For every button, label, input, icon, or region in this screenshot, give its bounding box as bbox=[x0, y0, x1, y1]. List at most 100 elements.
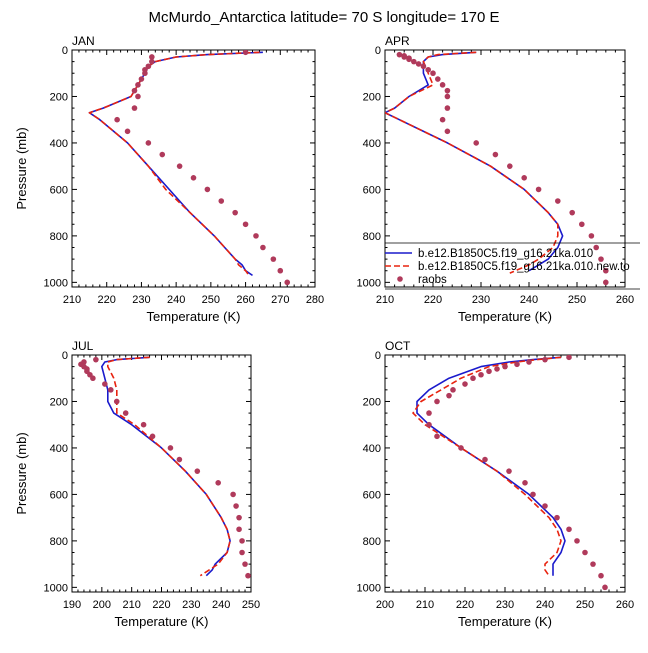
raobs-point bbox=[555, 198, 561, 204]
raobs-point bbox=[90, 375, 96, 382]
raobs-point bbox=[176, 163, 183, 169]
model-line-control bbox=[101, 356, 231, 577]
model-line-control bbox=[385, 51, 564, 272]
plot-frame bbox=[71, 49, 316, 288]
y-tick-label: 200 bbox=[50, 396, 68, 408]
raobs-point bbox=[142, 70, 148, 77]
raobs-point bbox=[494, 366, 500, 372]
raobs-point bbox=[486, 368, 492, 375]
raobs-point bbox=[470, 375, 476, 382]
x-tick-label: 240 bbox=[212, 599, 230, 611]
x-tick-label: 210 bbox=[122, 599, 140, 611]
panel-oct: OCT 200 210 220 230 240 250 260 0 200 400 600 800 100… bbox=[357, 339, 635, 629]
panel-label: APR bbox=[385, 34, 410, 48]
raobs-point bbox=[542, 356, 548, 363]
raobs-point bbox=[554, 514, 560, 521]
raobs-point bbox=[473, 140, 480, 146]
panel-jan: JAN 210 220 230 240 250 260 270 280 0 200 400 600 800… bbox=[14, 34, 324, 324]
raobs-point bbox=[434, 398, 440, 405]
raobs-point bbox=[458, 445, 464, 451]
x-tick-label: 210 bbox=[376, 294, 394, 306]
y-tick-label: 400 bbox=[363, 443, 381, 455]
x-tick-label: 220 bbox=[152, 599, 170, 611]
raobs-point bbox=[406, 56, 412, 63]
x-tick-label: 230 bbox=[472, 294, 490, 306]
raobs-point bbox=[598, 256, 604, 262]
raobs-point bbox=[450, 387, 456, 393]
raobs-point bbox=[135, 82, 141, 88]
raobs-point bbox=[603, 267, 609, 274]
raobs-point bbox=[176, 456, 183, 463]
data-layer bbox=[78, 356, 251, 579]
raobs-point bbox=[521, 174, 527, 181]
raobs-point bbox=[114, 116, 120, 123]
raobs-point bbox=[236, 514, 242, 521]
panel-apr: APR 210 220 230 240 250 260 0 200 400 600 800 1000 Te… bbox=[357, 34, 635, 324]
x-tick-label: 220 bbox=[456, 599, 474, 611]
raobs-point bbox=[149, 433, 156, 440]
raobs-point bbox=[566, 355, 572, 361]
raobs-point bbox=[426, 410, 432, 416]
raobs-point bbox=[102, 381, 108, 387]
raobs-point bbox=[411, 58, 417, 65]
raobs-point bbox=[270, 256, 277, 262]
x-tick-label: 250 bbox=[202, 294, 220, 306]
raobs-point bbox=[444, 87, 451, 94]
panel-label: JUL bbox=[72, 339, 94, 353]
x-tick-label: 210 bbox=[63, 294, 81, 306]
raobs-point bbox=[245, 572, 251, 579]
raobs-point bbox=[444, 93, 451, 100]
y-tick-label: 800 bbox=[50, 231, 68, 243]
raobs-point bbox=[415, 61, 422, 67]
raobs-point bbox=[446, 392, 452, 399]
raobs-point bbox=[579, 221, 585, 228]
x-axis-label: Temperature (K) bbox=[458, 309, 552, 324]
x-tick-label: 220 bbox=[98, 294, 116, 306]
x-tick-label: 280 bbox=[306, 294, 324, 306]
model-line-new bbox=[385, 51, 559, 274]
raobs-point bbox=[215, 479, 221, 486]
x-tick-label: 250 bbox=[242, 599, 260, 611]
y-tick-label: 600 bbox=[50, 489, 68, 501]
raobs-point bbox=[444, 105, 451, 111]
model-line-new bbox=[88, 51, 260, 276]
x-axis-label: Temperature (K) bbox=[147, 309, 241, 324]
y-tick-label: 800 bbox=[363, 231, 381, 243]
x-axis-label: Temperature (K) bbox=[115, 614, 209, 629]
x-tick-label: 200 bbox=[376, 599, 394, 611]
x-tick-label: 210 bbox=[416, 599, 434, 611]
data-layer bbox=[412, 355, 608, 591]
raobs-point bbox=[145, 140, 152, 146]
raobs-point bbox=[131, 105, 138, 111]
x-axis-label: Temperature (K) bbox=[458, 614, 552, 629]
raobs-point bbox=[526, 359, 532, 365]
raobs-point bbox=[530, 491, 536, 498]
raobs-point bbox=[426, 421, 432, 428]
raobs-point bbox=[582, 549, 588, 556]
y-axis-label: Pressure (mb) bbox=[14, 432, 29, 514]
data-layer bbox=[88, 50, 291, 286]
x-tick-label: 250 bbox=[568, 294, 586, 306]
raobs-point bbox=[603, 279, 609, 286]
x-tick-label: 230 bbox=[496, 599, 514, 611]
raobs-point bbox=[506, 468, 512, 474]
y-tick-label: 400 bbox=[50, 443, 68, 455]
raobs-point bbox=[462, 381, 468, 387]
y-tick-label: 0 bbox=[62, 45, 68, 57]
data-layer bbox=[385, 51, 609, 286]
raobs-point bbox=[239, 549, 245, 556]
y-tick-label: 200 bbox=[363, 91, 381, 103]
y-tick-label: 600 bbox=[50, 184, 68, 196]
y-tick-label: 1000 bbox=[357, 277, 381, 289]
raobs-point bbox=[230, 491, 236, 498]
raobs-point bbox=[420, 63, 427, 70]
panel-jul: JUL 190 200 210 220 230 240 250 0 200 400 600 800 100… bbox=[14, 339, 260, 629]
raobs-point bbox=[135, 93, 141, 100]
x-tick-label: 260 bbox=[616, 599, 634, 611]
y-tick-label: 0 bbox=[62, 350, 68, 362]
raobs-point bbox=[242, 50, 249, 56]
raobs-point bbox=[131, 87, 138, 94]
x-tick-label: 270 bbox=[271, 294, 289, 306]
raobs-point bbox=[598, 572, 604, 579]
y-tick-label: 400 bbox=[363, 138, 381, 150]
